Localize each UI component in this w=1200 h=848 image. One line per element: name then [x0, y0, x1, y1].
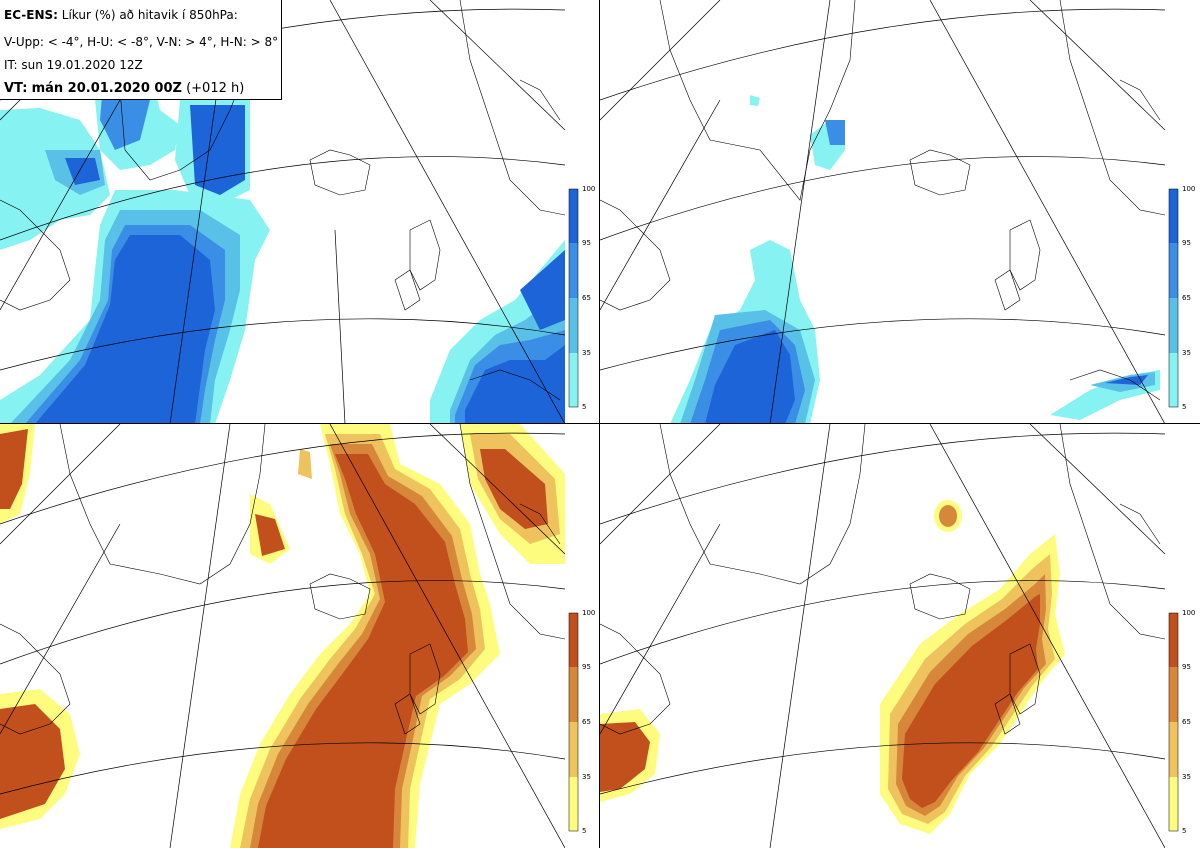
valid-label: VT:: [4, 81, 28, 96]
categories-line: V-Upp: < -4°, H-U: < -8°, V-N: > 4°, H-N…: [4, 35, 279, 49]
panel-warm-8: 100 95 65 35 5: [600, 424, 1200, 848]
colorbar: [568, 612, 579, 832]
map-warm-8: [600, 424, 1179, 848]
colorbar: [1168, 188, 1179, 408]
panel-divider-vertical: [599, 0, 600, 848]
colorbar-tick: 5: [1182, 827, 1187, 835]
map-cold-4: [0, 0, 579, 424]
valid-time: mán 20.01.2020 00Z: [31, 81, 182, 96]
graticule: [600, 0, 1165, 424]
valid-time-line: VT: mán 20.01.2020 00Z (+012 h): [4, 81, 244, 96]
colorbar-tick: 65: [582, 294, 591, 302]
graticule: [600, 424, 1165, 848]
colorbar-tick: 35: [1182, 349, 1191, 357]
colorbar: [1168, 612, 1179, 832]
coastlines: [600, 424, 1165, 735]
colorbar-tick: 65: [1182, 718, 1191, 726]
colorbar-tick: 35: [582, 773, 591, 781]
title-text: Líkur (%) að hitavik í 850hPa:: [61, 8, 238, 22]
map-warm-4: [0, 424, 579, 848]
colorbar-tick: 65: [582, 718, 591, 726]
colorbar-tick: 5: [1182, 403, 1187, 411]
probability-field: [0, 424, 565, 848]
panel-cold-8: 100 95 65 35 5: [600, 0, 1200, 424]
colorbar-tick: 95: [1182, 663, 1191, 671]
colorbar: [568, 188, 579, 408]
probability-field: [600, 500, 1065, 834]
colorbar-tick: 5: [582, 403, 587, 411]
coastlines: [600, 0, 1165, 401]
panel-cold-4: 100 95 65 35 5 EC-ENS: Líkur (%) að hita…: [0, 0, 600, 424]
colorbar-tick: 95: [1182, 239, 1191, 247]
probability-field: [0, 40, 565, 424]
probability-field: [670, 95, 1160, 424]
colorbar-tick: 95: [582, 239, 591, 247]
info-box: EC-ENS: Líkur (%) að hitavik í 850hPa: V…: [0, 0, 282, 100]
colorbar-tick: 35: [1182, 773, 1191, 781]
colorbar-tick: 100: [1182, 609, 1196, 617]
initial-time: IT: sun 19.01.2020 12Z: [4, 58, 143, 72]
lead-time: (+012 h): [186, 81, 245, 96]
colorbar-tick: 100: [582, 609, 596, 617]
colorbar-tick: 100: [582, 185, 596, 193]
coastlines: [0, 424, 565, 735]
panel-divider-horizontal: [0, 423, 1200, 424]
graticule: [0, 424, 565, 848]
title-line: EC-ENS: Líkur (%) að hitavik í 850hPa:: [4, 8, 238, 22]
map-cold-8: [600, 0, 1179, 424]
colorbar-tick: 5: [582, 827, 587, 835]
colorbar-tick: 65: [1182, 294, 1191, 302]
colorbar-tick: 100: [1182, 185, 1196, 193]
colorbar-tick: 35: [582, 349, 591, 357]
panel-warm-4: 100 95 65 35 5: [0, 424, 600, 848]
colorbar-tick: 95: [582, 663, 591, 671]
model-label: EC-ENS:: [4, 8, 58, 22]
